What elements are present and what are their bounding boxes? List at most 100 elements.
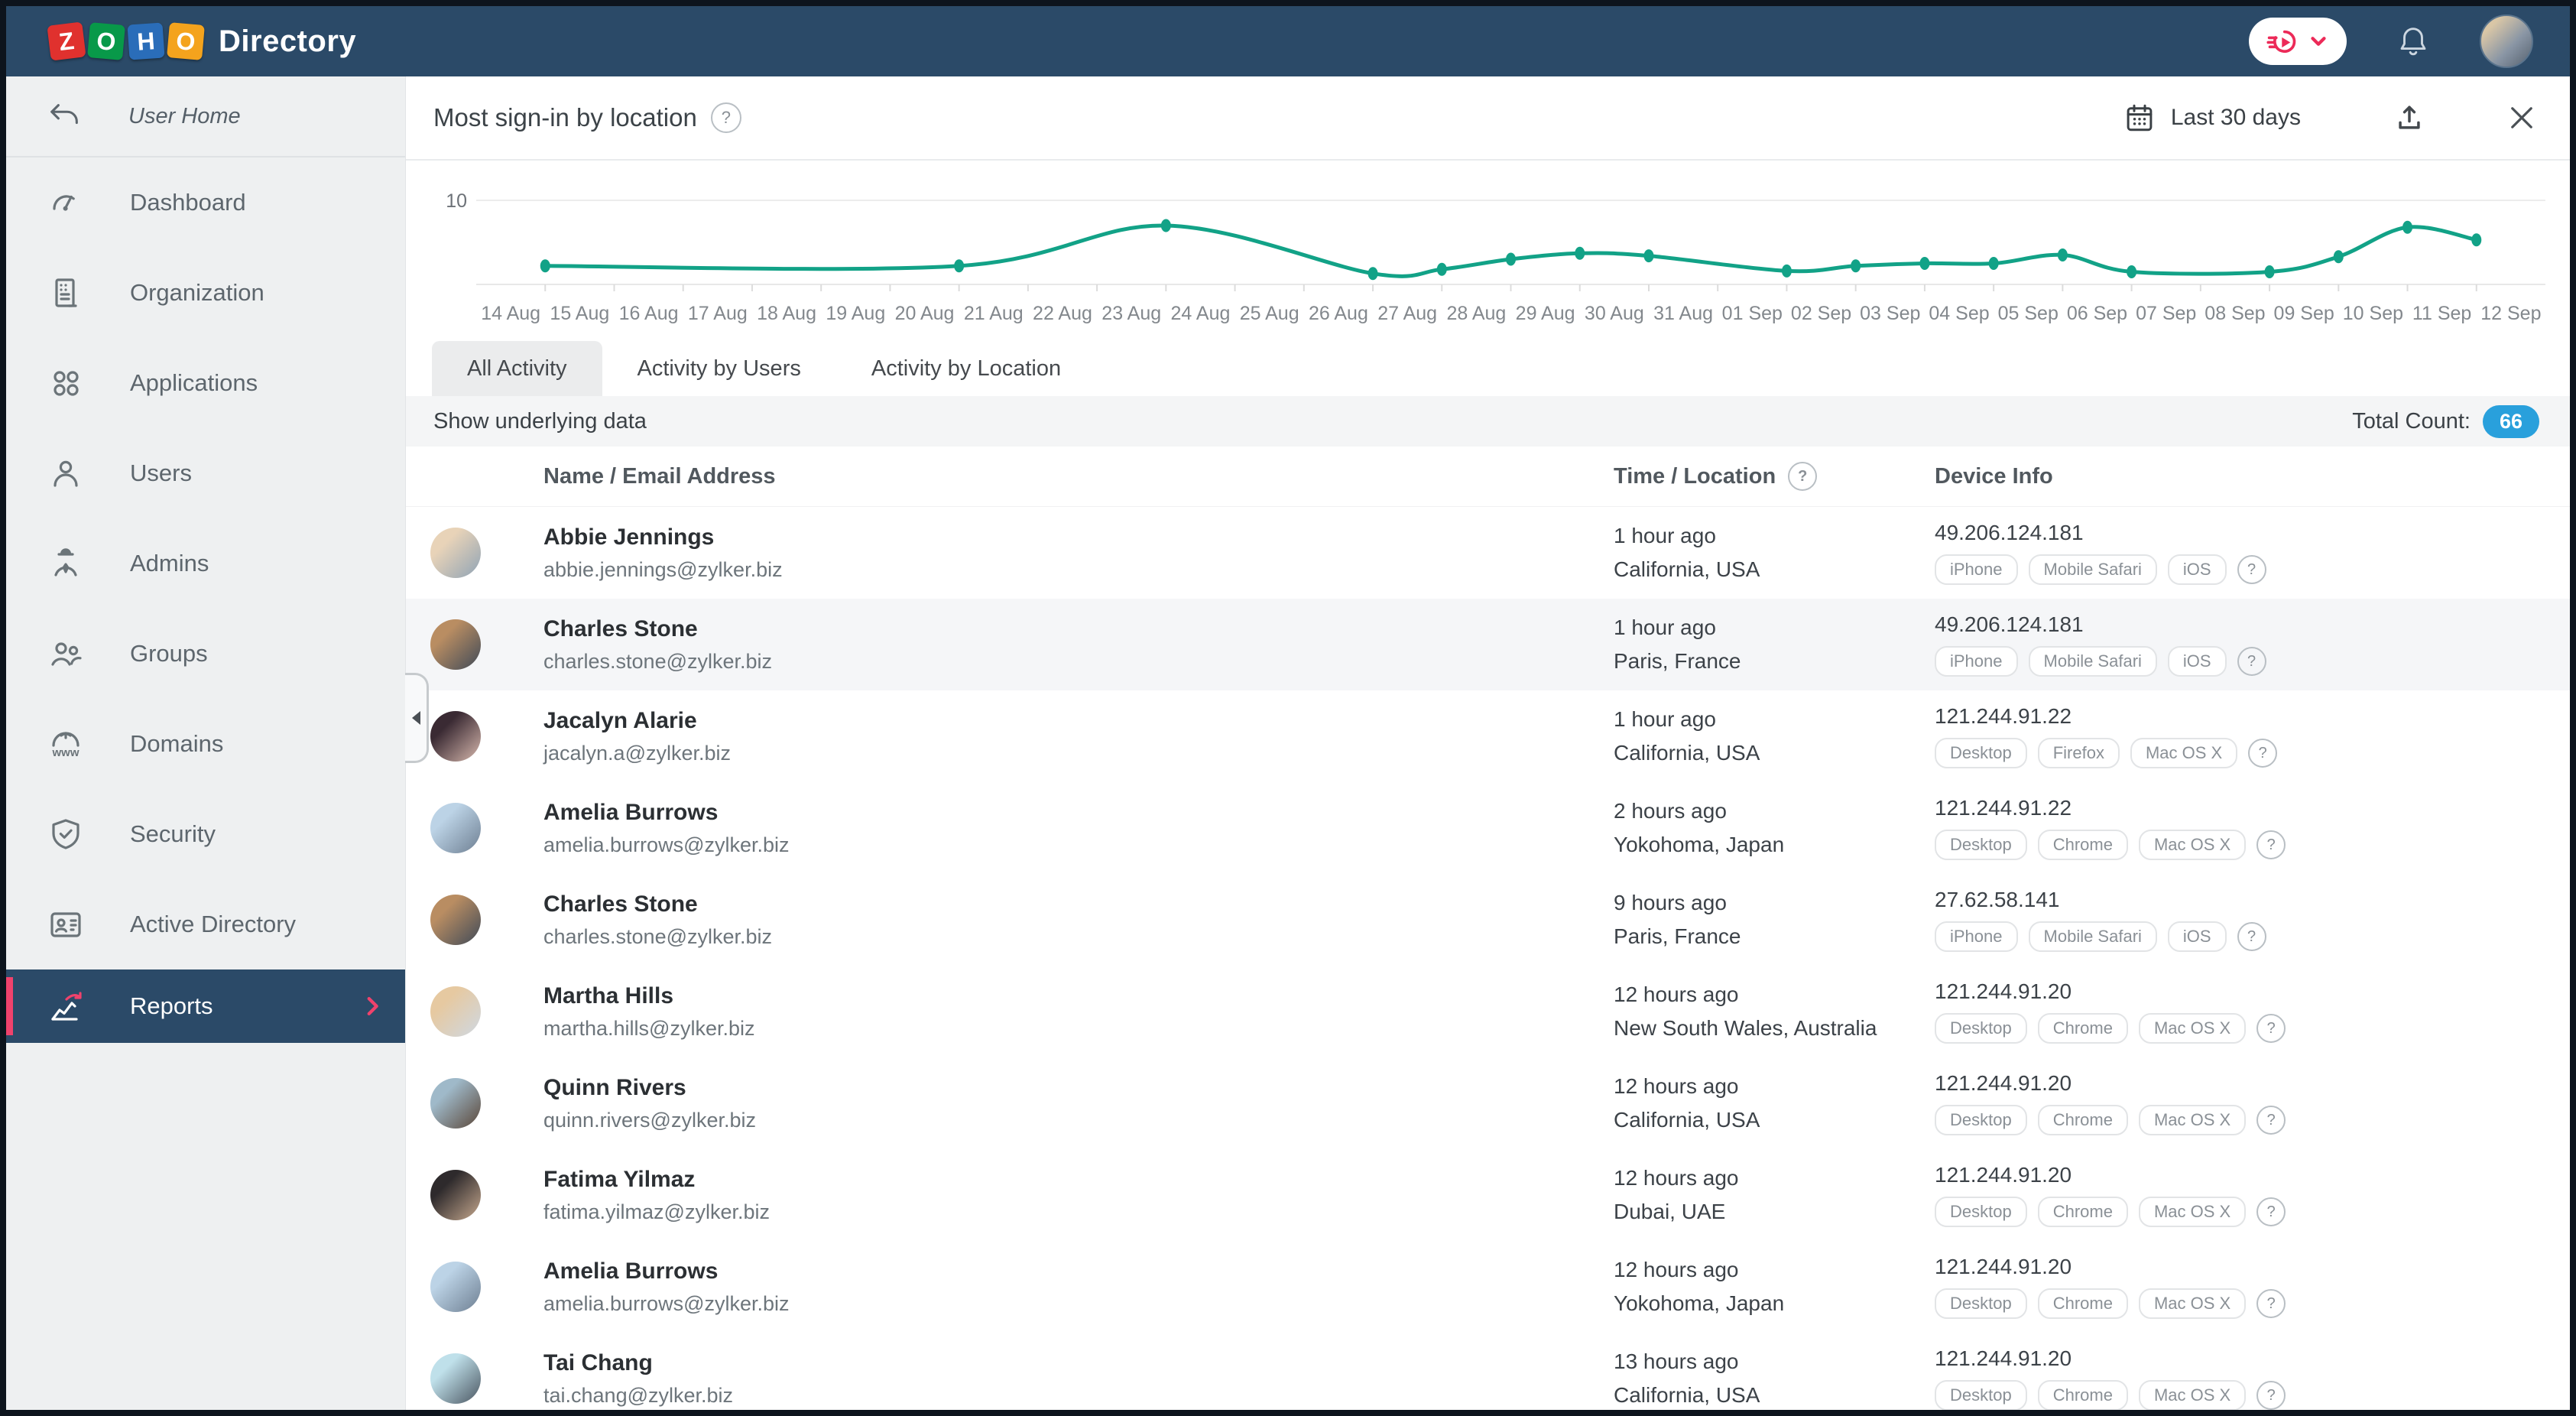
signin-time: 1 hour ago — [1614, 524, 1716, 547]
question-circle-icon[interactable]: ? — [2256, 1197, 2286, 1226]
logo-tile: O — [87, 22, 125, 60]
sidebar-item-reports[interactable]: Reports — [6, 969, 405, 1043]
question-circle-icon[interactable]: ? — [2248, 739, 2278, 768]
device-info-cell: 121.244.91.20 Desktop Chrome Mac OS X? — [1935, 1255, 2570, 1319]
chevron-right-icon — [367, 996, 378, 1016]
svg-text:www: www — [51, 746, 79, 759]
applications-icon — [47, 365, 84, 401]
device-tag: Chrome — [2037, 1288, 2128, 1319]
device-tag: Desktop — [1935, 1105, 2027, 1135]
avatar — [430, 895, 481, 945]
table-row[interactable]: Amelia Burrows amelia.burrows@zylker.biz… — [406, 1241, 2570, 1333]
question-circle-icon[interactable]: ? — [1788, 462, 1818, 491]
svg-text:15 Aug: 15 Aug — [550, 303, 609, 324]
question-circle-icon[interactable]: ? — [2256, 1289, 2286, 1318]
device-info-cell: 49.206.124.181 iPhone Mobile Safari iOS? — [1935, 521, 2570, 585]
user-email: martha.hills@zylker.biz — [543, 1016, 755, 1040]
signin-location: California, USA — [1614, 741, 1760, 765]
question-circle-icon[interactable]: ? — [2237, 647, 2266, 676]
table-row[interactable]: Charles Stone charles.stone@zylker.biz 9… — [406, 874, 2570, 966]
svg-text:19 Aug: 19 Aug — [826, 303, 885, 324]
report-panel: Most sign-in by location ? — [405, 76, 2570, 1410]
zoho-one-switcher-button[interactable] — [2249, 18, 2347, 65]
sidebar-item-active-directory[interactable]: Active Directory — [6, 879, 405, 969]
bell-icon[interactable] — [2396, 21, 2431, 61]
table-row[interactable]: Abbie Jennings abbie.jennings@zylker.biz… — [406, 507, 2570, 599]
svg-text:02 Sep: 02 Sep — [1791, 303, 1851, 324]
question-circle-icon[interactable]: ? — [710, 102, 741, 133]
svg-text:09 Sep: 09 Sep — [2274, 303, 2334, 324]
sidebar-item-users[interactable]: Users — [6, 428, 405, 518]
table-header: Name / Email Address Time / Location ? D… — [406, 447, 2570, 507]
table-row[interactable]: Amelia Burrows amelia.burrows@zylker.biz… — [406, 782, 2570, 874]
name-email-cell: Fatima Yilmaz fatima.yilmaz@zylker.biz — [543, 1167, 1614, 1224]
date-range-button[interactable]: Last 30 days — [2123, 102, 2301, 134]
underlying-data-bar: Show underlying data Total Count: 66 — [406, 396, 2570, 447]
sidebar-item-applications[interactable]: Applications — [6, 338, 405, 428]
sidebar-item-label: Dashboard — [130, 189, 246, 216]
user-avatar[interactable] — [2480, 15, 2533, 68]
avatar — [430, 986, 481, 1037]
table-row[interactable]: Tai Chang tai.chang@zylker.biz 13 hours … — [406, 1333, 2570, 1410]
device-tag: iOS — [2167, 554, 2227, 585]
sidebar-item-dashboard[interactable]: Dashboard — [6, 158, 405, 248]
activity-table-body: Abbie Jennings abbie.jennings@zylker.biz… — [406, 507, 2570, 1410]
time-location-cell: 12 hours ago Dubai, UAE — [1614, 1166, 1935, 1224]
tab-activity-by-users[interactable]: Activity by Users — [637, 356, 801, 381]
signin-time: 1 hour ago — [1614, 615, 1716, 639]
table-row[interactable]: Fatima Yilmaz fatima.yilmaz@zylker.biz 1… — [406, 1149, 2570, 1241]
column-device-info: Device Info — [1935, 463, 2053, 489]
avatar — [430, 1353, 481, 1404]
tab-activity-by-location[interactable]: Activity by Location — [871, 356, 1062, 381]
sidebar-item-domains[interactable]: www Domains — [6, 699, 405, 789]
tab-all-activity[interactable]: All Activity — [432, 341, 602, 396]
close-icon[interactable] — [2506, 102, 2538, 134]
export-icon[interactable] — [2393, 101, 2426, 135]
sidebar-item-security[interactable]: Security — [6, 789, 405, 879]
table-row[interactable]: Charles Stone charles.stone@zylker.biz 1… — [406, 599, 2570, 690]
svg-text:03 Sep: 03 Sep — [1860, 303, 1920, 324]
signin-time: 12 hours ago — [1614, 1074, 1739, 1098]
avatar — [430, 528, 481, 578]
time-location-cell: 2 hours ago Yokohoma, Japan — [1614, 799, 1935, 857]
sidebar-item-organization[interactable]: Organization — [6, 248, 405, 338]
signin-time: 1 hour ago — [1614, 707, 1716, 731]
collapse-arrow-icon — [411, 711, 420, 725]
device-tag: Mac OS X — [2130, 738, 2238, 768]
name-email-cell: Charles Stone charles.stone@zylker.biz — [543, 616, 1614, 674]
question-circle-icon[interactable]: ? — [2237, 555, 2266, 584]
question-circle-icon[interactable]: ? — [2256, 830, 2286, 859]
time-location-cell: 9 hours ago Paris, France — [1614, 891, 1935, 949]
device-info-cell: 121.244.91.22 Desktop Chrome Mac OS X? — [1935, 796, 2570, 860]
sidebar-collapse-handle[interactable] — [405, 673, 429, 763]
svg-text:06 Sep: 06 Sep — [2067, 303, 2127, 324]
question-circle-icon[interactable]: ? — [2237, 922, 2266, 951]
security-icon — [47, 816, 84, 853]
logo-tile: Z — [47, 21, 86, 61]
sidebar-item-admins[interactable]: Admins — [6, 518, 405, 609]
svg-text:26 Aug: 26 Aug — [1309, 303, 1368, 324]
user-email: abbie.jennings@zylker.biz — [543, 557, 783, 581]
ip-address: 49.206.124.181 — [1935, 521, 2084, 544]
svg-text:24 Aug: 24 Aug — [1171, 303, 1231, 324]
question-circle-icon[interactable]: ? — [2256, 1014, 2286, 1043]
signin-location: California, USA — [1614, 1108, 1760, 1132]
show-underlying-data-link[interactable]: Show underlying data — [433, 408, 647, 434]
time-location-cell: 1 hour ago Paris, France — [1614, 615, 1935, 674]
signin-location: New South Wales, Australia — [1614, 1016, 1877, 1040]
sidebar-item-user-home[interactable]: User Home — [6, 76, 405, 158]
question-circle-icon[interactable]: ? — [2256, 1106, 2286, 1135]
device-info-cell: 121.244.91.20 Desktop Chrome Mac OS X? — [1935, 1071, 2570, 1135]
user-name: Quinn Rivers — [543, 1074, 686, 1100]
table-row[interactable]: Quinn Rivers quinn.rivers@zylker.biz 12 … — [406, 1057, 2570, 1149]
sidebar-item-groups[interactable]: Groups — [6, 609, 405, 699]
question-circle-icon[interactable]: ? — [2256, 1381, 2286, 1410]
sidebar-item-label: Admins — [130, 550, 209, 576]
ip-address: 121.244.91.22 — [1935, 796, 2072, 820]
table-row[interactable]: Jacalyn Alarie jacalyn.a@zylker.biz 1 ho… — [406, 690, 2570, 782]
signin-location: Paris, France — [1614, 649, 1741, 673]
table-row[interactable]: Martha Hills martha.hills@zylker.biz 12 … — [406, 966, 2570, 1057]
user-email: jacalyn.a@zylker.biz — [543, 741, 732, 765]
